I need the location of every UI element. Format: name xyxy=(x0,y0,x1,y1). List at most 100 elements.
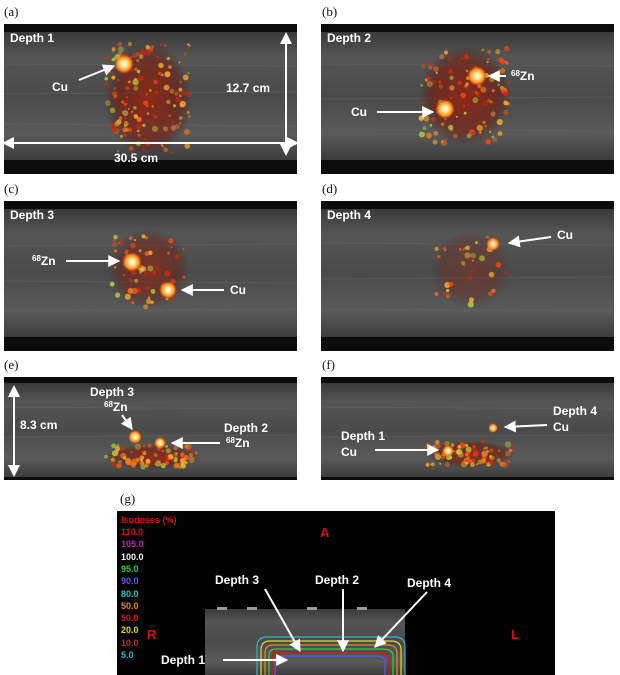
activity-speck xyxy=(440,122,445,126)
activity-speck xyxy=(119,445,126,452)
activity-speck xyxy=(490,101,494,105)
activity-speck xyxy=(449,85,455,91)
activity-speck xyxy=(183,455,189,460)
activity-speck xyxy=(151,125,159,132)
activity-speck xyxy=(467,458,473,464)
activity-speck xyxy=(170,125,177,131)
activity-speck xyxy=(125,96,128,99)
activity-speck xyxy=(145,45,150,50)
activity-speck xyxy=(439,462,442,465)
panel-label-f: (f) xyxy=(322,357,335,372)
activity-speck xyxy=(119,134,123,138)
activity-speck xyxy=(149,89,152,92)
activity-speck xyxy=(449,75,454,80)
activity-speck xyxy=(429,124,433,127)
activity-speck xyxy=(502,90,507,95)
activity-speck xyxy=(188,44,191,47)
activity-speck xyxy=(482,100,489,107)
activity-speck xyxy=(173,123,179,129)
activity-speck xyxy=(497,83,500,86)
activity-speck xyxy=(137,133,141,137)
activity-speck xyxy=(117,46,124,53)
activity-speck xyxy=(173,452,178,457)
activity-speck xyxy=(430,462,435,467)
activity-speck xyxy=(170,120,174,124)
height-label: 8.3 cm xyxy=(20,418,57,432)
activity-speck xyxy=(170,246,173,249)
activity-speck xyxy=(167,251,170,255)
zn-label-depth2: 68Zn xyxy=(226,436,250,450)
activity-speck xyxy=(181,61,185,64)
activity-speck xyxy=(488,271,495,278)
activity-speck xyxy=(124,293,131,300)
panel-label-d: (d) xyxy=(322,181,338,196)
activity-speck xyxy=(185,443,192,450)
activity-speck xyxy=(450,443,455,447)
activity-speck xyxy=(492,137,498,143)
zn-symbol: Zn xyxy=(41,254,56,268)
activity-speck xyxy=(187,115,191,118)
activity-speck xyxy=(486,450,490,453)
activity-speck xyxy=(139,110,144,115)
cu-arrow xyxy=(78,64,116,81)
activity-speck xyxy=(124,116,127,120)
activity-speck xyxy=(487,99,491,103)
activity-speck xyxy=(132,79,139,86)
activity-speck xyxy=(476,92,481,98)
activity-speck xyxy=(497,131,503,136)
activity-speck xyxy=(133,86,139,91)
isodose-level: 90.0 xyxy=(121,576,139,587)
panel-label-a: (a) xyxy=(4,4,19,19)
activity-speck xyxy=(165,448,172,454)
activity-speck xyxy=(109,281,115,287)
activity-speck xyxy=(496,119,503,126)
activity-speck xyxy=(145,93,148,96)
activity-speck xyxy=(174,254,180,259)
activity-speck xyxy=(155,55,159,59)
activity-speck xyxy=(168,65,172,69)
activity-speck xyxy=(437,254,441,259)
depth3-arrow xyxy=(264,588,301,653)
activity-speck xyxy=(147,296,151,299)
activity-speck xyxy=(163,44,167,47)
activity-speck xyxy=(463,104,466,108)
activity-speck xyxy=(113,234,118,240)
depth-label: Depth 4 xyxy=(327,208,371,222)
activity-speck xyxy=(111,450,119,457)
activity-speck xyxy=(448,69,454,74)
activity-speck xyxy=(109,123,114,128)
depth2-label: Depth 2 xyxy=(224,421,268,435)
activity-speck xyxy=(163,458,166,461)
activity-speck xyxy=(420,84,423,87)
activity-speckle xyxy=(418,45,511,146)
activity-speck xyxy=(167,457,171,461)
cu-label-depth1: Cu xyxy=(341,445,357,459)
panel-d-image: Depth 4 Cu xyxy=(321,201,614,351)
activity-speck xyxy=(465,69,469,73)
activity-speck xyxy=(457,80,462,85)
activity-speck xyxy=(434,246,439,251)
activity-speck xyxy=(463,54,469,60)
activity-speck xyxy=(158,62,164,69)
activity-speck xyxy=(134,67,138,71)
activity-speck xyxy=(482,120,486,124)
activity-speck xyxy=(428,65,433,70)
activity-speck xyxy=(138,54,144,59)
activity-speck xyxy=(146,298,152,305)
activity-speck xyxy=(151,270,157,276)
activity-speck xyxy=(179,116,183,120)
zn-label: 68Zn xyxy=(511,69,535,83)
cu-label: Cu xyxy=(557,228,573,242)
activity-speck xyxy=(481,48,485,52)
activity-speck xyxy=(459,248,462,251)
activity-speck xyxy=(188,456,195,463)
activity-speck xyxy=(461,461,467,468)
activity-speck xyxy=(184,461,188,465)
activity-speck xyxy=(482,447,486,450)
activity-speck xyxy=(122,456,127,460)
activity-speck xyxy=(104,454,108,459)
activity-speck xyxy=(134,443,142,450)
zn-label: 68Zn xyxy=(32,254,56,268)
activity-speck xyxy=(463,111,467,115)
activity-speck xyxy=(486,60,489,64)
